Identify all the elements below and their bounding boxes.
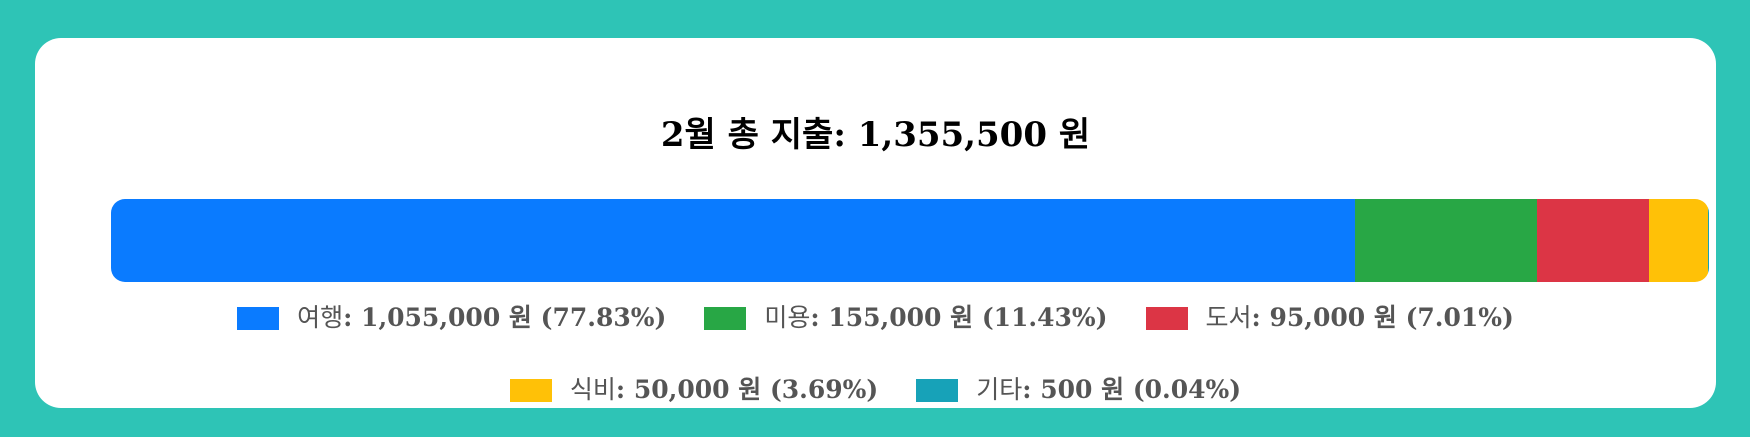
bar-segment-travel <box>111 199 1355 282</box>
legend-item-travel: 여행: 1,055,000 원 (77.83%) <box>237 301 666 335</box>
legend-value-books: 95,000 원 <box>1269 303 1397 332</box>
legend-percent-beauty: (11.43%) <box>981 303 1108 332</box>
legend-value-food: 50,000 원 <box>633 375 762 404</box>
legend-swatch-travel <box>237 306 280 330</box>
legend-value-beauty: 155,000 원 <box>828 303 974 332</box>
stacked-bar <box>111 199 1709 282</box>
legend-name-travel: 여행 <box>297 303 344 332</box>
legend-item-beauty: 미용: 155,000 원 (11.43%) <box>704 301 1108 335</box>
legend-swatch-other <box>916 378 959 402</box>
legend-percent-other: (0.04%) <box>1132 375 1242 404</box>
legend-percent-travel: (77.83%) <box>540 303 667 332</box>
legend-percent-books: (7.01%) <box>1405 303 1514 332</box>
legend-item-books: 도서: 95,000 원 (7.01%) <box>1145 301 1514 335</box>
legend-swatch-beauty <box>704 306 747 330</box>
legend-swatch-food <box>509 378 552 402</box>
legend-value-travel: 1,055,000 원 <box>361 303 532 332</box>
legend-percent-food: (3.69%) <box>769 375 879 404</box>
legend-name-other: 기타 <box>976 375 1023 404</box>
legend-item-other: 기타: 500 원 (0.04%) <box>916 373 1241 407</box>
legend-name-food: 식비 <box>569 375 616 404</box>
legend-name-books: 도서 <box>1205 303 1252 332</box>
legend-row-1: 여행: 1,055,000 원 (77.83%) 미용: 155,000 원 (… <box>35 301 1716 335</box>
legend-swatch-books <box>1145 306 1188 330</box>
chart-title: 2월 총 지출: 1,355,500 원 <box>660 115 1091 155</box>
chart-card: 2월 총 지출: 1,355,500 원 여행: 1,055,000 원 (77… <box>35 38 1716 408</box>
legend-value-other: 500 원 <box>1040 375 1125 404</box>
legend-row-2: 식비: 50,000 원 (3.69%) 기타: 500 원 (0.04%) <box>35 373 1716 407</box>
bar-segment-books <box>1537 199 1650 282</box>
bar-segment-beauty <box>1354 199 1538 282</box>
legend-name-beauty: 미용 <box>764 303 811 332</box>
bar-segment-other <box>1708 199 1709 282</box>
legend-item-food: 식비: 50,000 원 (3.69%) <box>509 373 879 407</box>
bar-segment-food <box>1649 199 1709 282</box>
